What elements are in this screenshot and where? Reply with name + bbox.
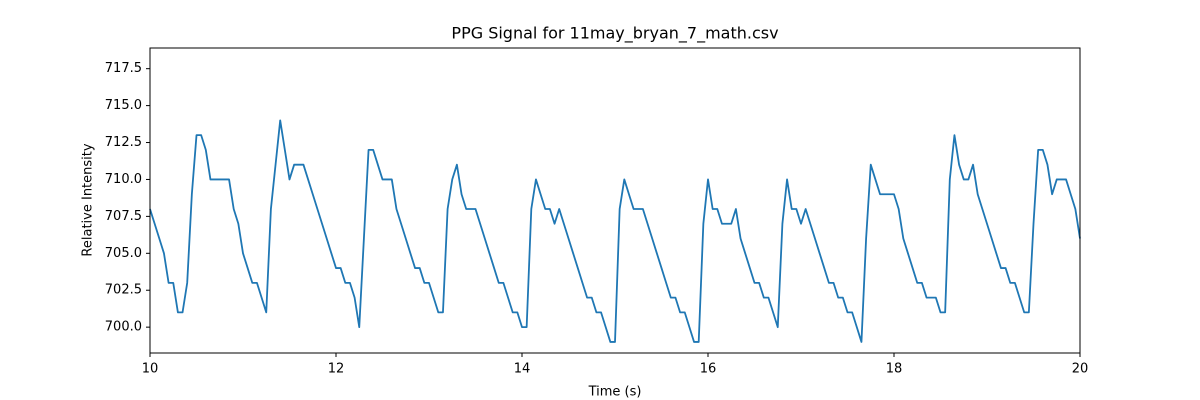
y-tick-label: 707.5 — [105, 209, 142, 224]
x-tick-label: 16 — [700, 362, 717, 377]
x-tick-label: 12 — [328, 362, 345, 377]
chart-title: PPG Signal for 11may_bryan_7_math.csv — [451, 24, 778, 44]
y-tick-label: 705.0 — [105, 246, 142, 261]
x-tick-label: 20 — [1072, 362, 1089, 377]
x-tick-label: 14 — [514, 362, 531, 377]
y-tick-label: 715.0 — [105, 98, 142, 113]
y-tick-label: 702.5 — [105, 283, 142, 298]
y-axis-label: Relative Intensity — [81, 143, 96, 256]
x-tick-label: 18 — [886, 362, 903, 377]
x-axis-label: Time (s) — [588, 385, 642, 400]
y-tick-label: 712.5 — [105, 135, 142, 150]
y-tick-label: 710.0 — [105, 172, 142, 187]
y-tick-label: 700.0 — [105, 320, 142, 335]
data-line — [149, 119, 1081, 343]
plot-area — [149, 119, 1081, 343]
axes-frame — [149, 47, 1081, 354]
x-tick-label: 10 — [142, 362, 159, 377]
y-tick-label: 717.5 — [105, 61, 142, 76]
